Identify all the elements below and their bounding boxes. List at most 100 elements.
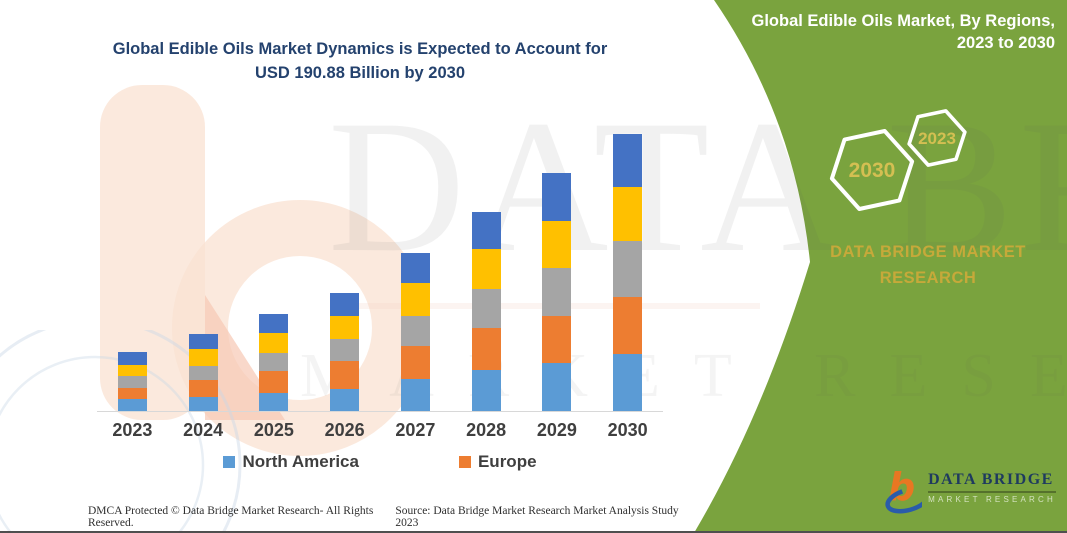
swoosh-arc-watermark (0, 330, 242, 531)
brand-wordmark-line1: DATA BRIDGE MARKET (830, 243, 1026, 261)
stacked-bar-2025 (259, 313, 289, 411)
bar-segment-2025-s2 (259, 370, 289, 393)
bar-segment-2024-s1 (188, 396, 218, 411)
bar-segment-2023-s4 (117, 365, 147, 376)
bar-segment-2023-s1 (117, 399, 147, 411)
bar-segment-2026-s4 (330, 315, 360, 339)
source-note: Source: Data Bridge Market Research Mark… (395, 505, 679, 529)
bar-segment-2030-s5 (613, 134, 643, 187)
bar-segment-2026-s2 (330, 360, 360, 389)
bar-segment-2026-s5 (330, 292, 360, 316)
legend-label: Europe (477, 452, 537, 471)
dbmr-logo-b-icon: b (885, 465, 923, 514)
bar-segment-2023-s2 (117, 388, 147, 399)
bar-segment-2025-s5 (259, 313, 289, 333)
legend-swatch (458, 456, 471, 468)
bar-segment-2030-s2 (613, 297, 643, 354)
legend-swatch (223, 456, 236, 468)
legend-item-north-america: North America (223, 452, 359, 472)
logo-divider (928, 490, 1056, 493)
x-axis-label-2023: 2023 (112, 420, 153, 440)
bar-column-2025 (239, 132, 310, 411)
panel-title-line2: 2023 to 2030 (956, 34, 1055, 53)
chart-title: Global Edible Oils Market Dynamics is Ex… (95, 38, 625, 86)
bar-segment-2026-s1 (330, 388, 360, 411)
x-axis-label-2025: 2025 (253, 420, 294, 440)
x-axis-label-2026: 2026 (324, 420, 365, 440)
bar-segment-2024-s4 (188, 348, 218, 366)
brand-wordmark-line2: RESEARCH (879, 268, 977, 287)
svg-text:b: b (888, 465, 915, 509)
bar-segment-2027-s5 (400, 253, 430, 284)
bar-column-2028 (451, 132, 522, 411)
x-axis-label-2028: 2028 (466, 420, 507, 440)
bar-segment-2030-s4 (613, 187, 643, 241)
stacked-bar-2029 (542, 173, 572, 411)
data-bridge-watermark-text: DATA BRIDGE (328, 82, 1067, 292)
logo-subtitle: MARKET RESEARCH (928, 494, 1056, 504)
bar-column-2024 (168, 132, 239, 411)
bar-segment-2028-s4 (471, 249, 501, 290)
bar-segment-2023-s5 (117, 351, 147, 365)
bar-segment-2027-s1 (400, 378, 430, 411)
hexagon-2030 (829, 129, 915, 211)
bar-segment-2028-s2 (471, 328, 501, 370)
stacked-bar-2024 (188, 333, 218, 411)
bar-segment-2029-s5 (542, 173, 572, 221)
bar-column-2030 (592, 132, 663, 411)
bar-segment-2025-s1 (259, 393, 289, 411)
chart-legend: North America Europe (97, 452, 663, 472)
bar-segment-2027-s3 (400, 316, 430, 347)
bar-segment-2024-s3 (188, 365, 218, 380)
panel-title-line1: Global Edible Oils Market, By Regions, (751, 12, 1056, 30)
x-axis-label-2029: 2029 (536, 420, 577, 440)
x-axis-label-2027: 2027 (395, 420, 436, 440)
bar-segment-2029-s3 (542, 268, 572, 316)
hexagon-2023 (907, 109, 967, 167)
bar-segment-2028-s3 (471, 289, 501, 329)
bar-segment-2024-s5 (188, 333, 218, 349)
bar-segment-2025-s4 (259, 332, 289, 353)
bar-segment-2029-s4 (542, 221, 572, 268)
chart-title-line1: Global Edible Oils Market Dynamics is Ex… (112, 40, 608, 58)
bar-segment-2027-s2 (400, 346, 430, 379)
bar-segment-2026-s3 (330, 338, 360, 361)
brand-wordmark: DATA BRIDGE MARKET RESEARCH (788, 240, 1067, 291)
chart-title-line2: USD 190.88 Billion by 2030 (254, 63, 465, 82)
year-hexagons: 2030 2023 (829, 109, 967, 211)
bar-segment-2028-s5 (471, 212, 501, 250)
bar-segment-2029-s1 (542, 363, 572, 411)
stacked-bar-2027 (400, 253, 430, 411)
bar-column-2027 (380, 132, 451, 411)
bar-segment-2030-s3 (613, 241, 643, 297)
x-axis-labels: 2023 2024 2025 2026 2027 2028 2029 2030 (97, 420, 663, 441)
stacked-bar-2028 (471, 212, 501, 411)
stacked-bar-2023 (117, 351, 147, 411)
plot-area (97, 132, 663, 412)
panel-title: Global Edible Oils Market, By Regions, 2… (750, 10, 1056, 55)
dbmr-logo: b DATA BRIDGE MARKET RESEARCH (884, 458, 1056, 516)
dmca-notice: DMCA Protected © Data Bridge Market Rese… (88, 505, 374, 529)
bar-segment-2027-s4 (400, 283, 430, 317)
legend-item-europe: Europe (458, 452, 537, 472)
x-axis-label-2024: 2024 (183, 420, 224, 440)
bar-column-2026 (309, 132, 380, 411)
bar-segment-2028-s1 (471, 369, 501, 411)
bar-column-2023 (97, 132, 168, 411)
x-axis-label-2030: 2030 (607, 420, 648, 440)
footer: DMCA Protected © Data Bridge Market Rese… (88, 505, 680, 529)
bar-segment-2023-s3 (117, 376, 147, 388)
legend-label: North America (242, 452, 359, 471)
hexagon-2030-label: 2030 (849, 159, 896, 182)
logo-name: DATA BRIDGE (928, 470, 1054, 488)
hexagon-2023-label: 2023 (918, 129, 956, 148)
bar-segment-2024-s2 (188, 379, 218, 397)
stacked-bar-2026 (330, 292, 360, 411)
bar-segment-2030-s1 (613, 354, 643, 411)
bar-column-2029 (522, 132, 593, 411)
stacked-bar-2030 (613, 134, 643, 411)
bar-segment-2025-s3 (259, 352, 289, 371)
bar-segment-2029-s2 (542, 316, 572, 363)
